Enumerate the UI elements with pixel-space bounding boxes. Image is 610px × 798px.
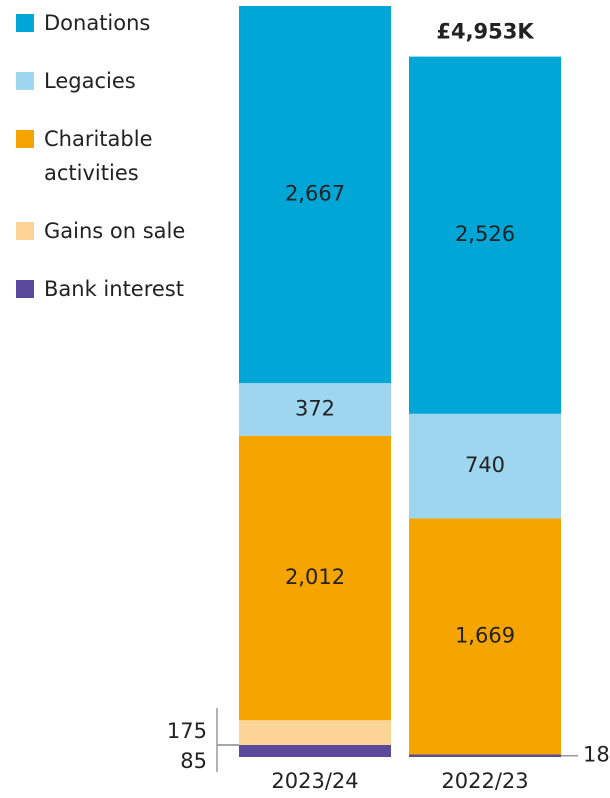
value-label: 740 — [465, 453, 505, 477]
bar-segment — [239, 744, 391, 757]
bar-segment — [239, 720, 391, 745]
legend-label: Gains on sale — [44, 219, 186, 243]
value-label: 175 — [167, 719, 207, 743]
bar-segment — [409, 518, 561, 755]
total-label: £4,953K — [436, 20, 534, 44]
bar-segment — [239, 383, 391, 436]
legend-item: Legacies — [16, 64, 216, 98]
value-label: 18 — [583, 743, 610, 767]
legend-swatch — [16, 72, 34, 90]
legend-item: Donations — [16, 6, 216, 40]
legend-item: Charitable activities — [16, 122, 216, 190]
bar-segment — [409, 56, 561, 414]
value-label: 2,012 — [285, 565, 345, 589]
legend-label: Bank interest — [44, 277, 184, 301]
value-label: 2,667 — [285, 182, 345, 206]
legend-label: Donations — [44, 11, 151, 35]
legend-swatch — [16, 222, 34, 240]
legend-label: Legacies — [44, 69, 136, 93]
value-label: 85 — [180, 749, 207, 773]
bar-segment — [409, 413, 561, 519]
bar-segment — [409, 754, 561, 757]
legend-item: Gains on sale — [16, 214, 216, 248]
legend-label: Charitable activities — [44, 127, 153, 185]
x-tick-label: 2022/23 — [441, 769, 528, 793]
legend-swatch — [16, 130, 34, 148]
legend-item: Bank interest — [16, 272, 216, 306]
x-tick-label: 2023/24 — [271, 769, 358, 793]
bar-segment — [239, 6, 391, 384]
bar-segment — [239, 435, 391, 721]
legend: Donations Legacies Charitable activities Ga… — [16, 6, 216, 330]
value-label: 2,526 — [455, 222, 515, 246]
value-label: 372 — [295, 396, 335, 420]
legend-swatch — [16, 14, 34, 32]
legend-swatch — [16, 280, 34, 298]
value-label: 1,669 — [455, 623, 515, 647]
